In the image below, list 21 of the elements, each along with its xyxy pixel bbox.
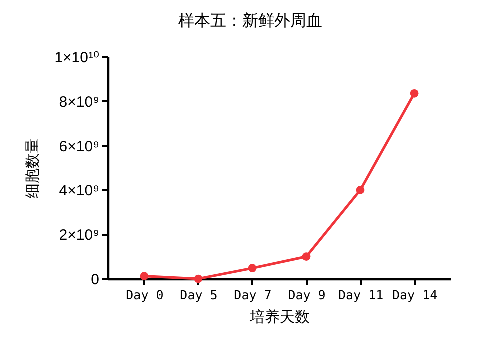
point: [302, 252, 311, 261]
x-tick-label: Day 11: [338, 288, 384, 302]
x-tick-label: Day 0: [126, 288, 164, 302]
y-tick-label: 6×10⁹: [59, 138, 100, 156]
x-tick-label: Day 5: [180, 288, 218, 302]
chart-title: 样本五：新鲜外周血: [178, 12, 322, 30]
point: [410, 89, 419, 98]
point: [140, 272, 149, 281]
x-axis-title: 培养天数: [249, 309, 310, 326]
x-tick-label: Day 7: [234, 288, 272, 302]
point: [356, 186, 365, 194]
x-tick-label: Day 9: [288, 288, 326, 302]
y-tick-label: 4×10⁹: [59, 182, 100, 200]
point: [248, 264, 257, 273]
y-axis-title: 细胞数量: [24, 138, 42, 198]
y-tick-label: 8×10⁹: [59, 94, 100, 111]
y-tick-label: 1×10¹⁰: [54, 50, 100, 66]
y-tick-label: 0: [91, 272, 100, 288]
y-tick-label: 2×10⁹: [59, 227, 100, 244]
x-tick-label: Day 14: [392, 288, 438, 302]
point: [194, 274, 203, 284]
